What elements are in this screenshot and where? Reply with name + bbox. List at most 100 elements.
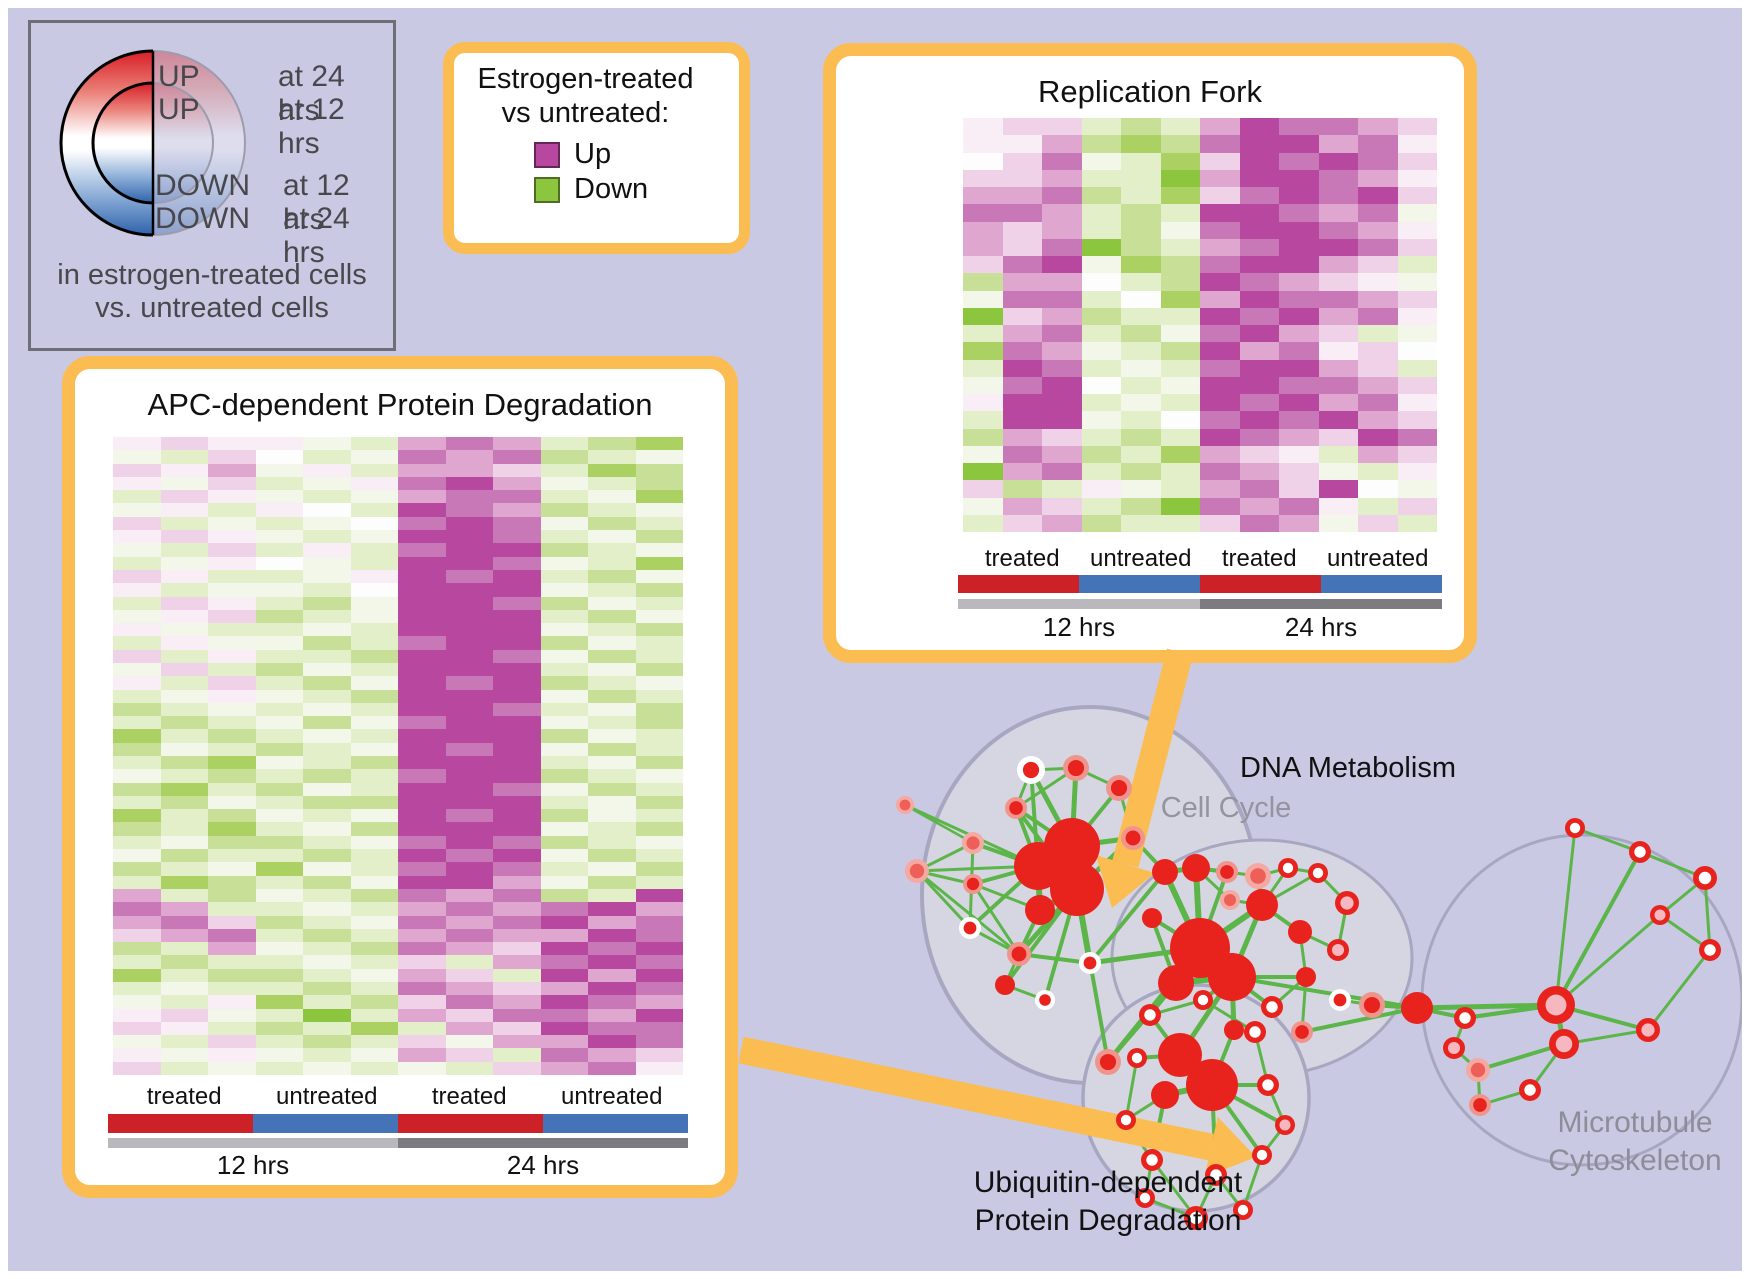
heatmap-cell — [1042, 445, 1082, 463]
heatmap-cell — [113, 1048, 161, 1062]
heatmap-cell — [255, 888, 303, 903]
heatmap-cell — [1160, 394, 1200, 412]
rf-group-treated-24: treated — [1221, 545, 1297, 572]
heatmap-cell — [1397, 204, 1437, 222]
heatmap-cell — [963, 169, 1003, 187]
heatmap-cell — [540, 875, 588, 889]
network-edge — [1574, 826, 1641, 854]
heatmap-cell — [1397, 428, 1437, 446]
heatmap-cell — [208, 689, 256, 703]
heatmap-cell — [1121, 290, 1161, 308]
heatmap-cell — [963, 152, 1003, 170]
heatmap-cell — [1081, 325, 1121, 343]
heatmap-cell — [398, 1008, 446, 1022]
heatmap-cell — [635, 649, 683, 663]
heatmap-cell — [208, 862, 256, 876]
heatmap-cell — [540, 795, 588, 810]
heatmap-cell — [1397, 376, 1437, 394]
heatmap-cell — [350, 995, 398, 1009]
heatmap-cell — [493, 822, 541, 836]
heatmap-cell — [255, 450, 303, 464]
network-edge — [1646, 949, 1712, 1031]
network-node-core — [1144, 1009, 1156, 1021]
heatmap-cell — [1121, 256, 1161, 274]
heatmap-cell — [113, 1061, 161, 1075]
heatmap-cell — [208, 490, 256, 504]
heatmap-cell — [1042, 428, 1082, 446]
heatmap-cell — [208, 729, 256, 743]
heatmap-cell — [963, 428, 1003, 446]
heatmap-cell — [635, 716, 683, 730]
heatmap-cell — [1318, 135, 1358, 153]
heatmap-cell — [540, 756, 588, 770]
heatmap-cell — [540, 662, 588, 677]
heatmap-cell — [255, 676, 303, 690]
apc-bar-treated-12 — [108, 1114, 253, 1133]
heatmap-cell — [445, 609, 493, 624]
apc-label-12hrs: 12 hrs — [216, 1150, 290, 1180]
heatmap-cell — [1002, 428, 1042, 446]
network-node-core — [1250, 868, 1266, 884]
heatmap-cell — [1279, 445, 1319, 463]
heatmap-cell — [635, 968, 683, 982]
network-node — [1050, 862, 1104, 916]
heatmap-cell — [1200, 307, 1240, 325]
heatmap-cell — [350, 583, 398, 597]
heatmap-cell — [1121, 359, 1161, 377]
heatmap-cell — [398, 928, 446, 943]
heatmap-cell — [1358, 497, 1398, 515]
heatmap-cell — [1318, 325, 1358, 343]
heatmap-cell — [635, 623, 683, 637]
heatmap-cell — [1081, 273, 1121, 291]
heatmap-cell — [963, 290, 1003, 308]
heatmap-cell — [1042, 273, 1082, 291]
heatmap-cell — [160, 649, 208, 663]
heatmap-cell — [350, 649, 398, 663]
heatmap-cell — [1042, 290, 1082, 308]
heatmap-cell — [540, 609, 588, 624]
heatmap-cell — [398, 968, 446, 982]
heatmap-cell — [445, 623, 493, 637]
heatmap-cell — [493, 915, 541, 929]
heatmap-cell — [255, 662, 303, 677]
heatmap-cell — [1042, 325, 1082, 343]
heatmap-cell — [588, 716, 636, 730]
heatmap-cell — [1160, 273, 1200, 291]
heatmap-cell — [493, 623, 541, 637]
heatmap-cell — [493, 609, 541, 624]
heatmap-cell — [588, 875, 636, 889]
heatmap-cell — [113, 942, 161, 956]
heatmap-cell — [1318, 359, 1358, 377]
heatmap-cell — [445, 769, 493, 783]
heatmap-cell — [303, 543, 351, 557]
network-edge — [1231, 975, 1418, 1010]
heatmap-cell — [588, 756, 636, 770]
heatmap-cell — [350, 756, 398, 770]
heatmap-cell — [398, 875, 446, 889]
heatmap-cell — [208, 702, 256, 717]
heatmap-cell — [445, 981, 493, 996]
heatmap-cell — [303, 476, 351, 491]
heatmap-cell — [255, 1061, 303, 1075]
rf-label-12hrs: 12 hrs — [1042, 612, 1116, 642]
heatmap-cell — [303, 729, 351, 743]
estrogen-legend-box: Estrogen-treated vs untreated: Up Down — [443, 42, 750, 254]
heatmap-cell — [540, 809, 588, 823]
heatmap-cell — [1318, 394, 1358, 412]
heatmap-cell — [445, 530, 493, 544]
heatmap-cell — [1279, 238, 1319, 256]
ubiquitin-label: Ubiquitin-dependent Protein Degradation — [938, 1164, 1278, 1240]
heatmap-cell — [588, 968, 636, 982]
heatmap-cell — [208, 809, 256, 823]
heatmap-cell — [540, 689, 588, 703]
heatmap-cell — [1160, 359, 1200, 377]
updown-time-1: at 24 hrs — [278, 60, 345, 127]
heatmap-cell — [1279, 342, 1319, 360]
heatmap-cell — [398, 995, 446, 1009]
heatmap-cell — [1121, 342, 1161, 360]
heatmap-cell — [1002, 135, 1042, 153]
heatmap-cell — [635, 928, 683, 943]
heatmap-cell — [1002, 273, 1042, 291]
apc-bar-untreated-24 — [543, 1114, 688, 1133]
heatmap-cell — [1160, 376, 1200, 394]
